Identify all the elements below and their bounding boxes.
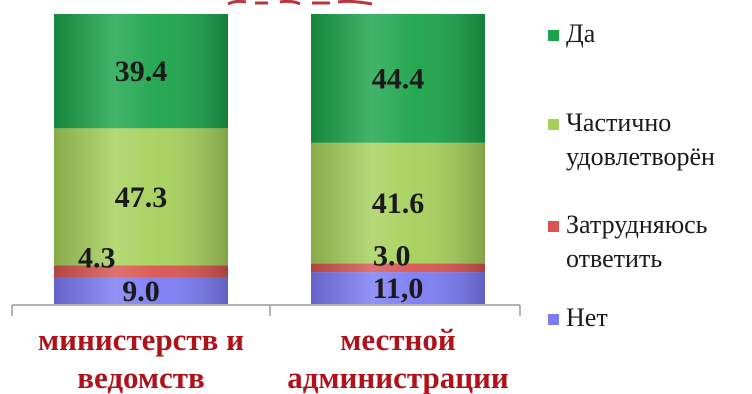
value-label: 9.0 <box>122 275 160 308</box>
legend-label: Да <box>566 19 596 48</box>
legend-label: Частично <box>566 108 671 137</box>
legend-swatch <box>548 314 559 325</box>
bar-segment-shading <box>54 265 228 278</box>
bar-segment-shading <box>54 14 228 129</box>
bar-segment-shading <box>311 272 485 304</box>
value-label: 4.3 <box>78 241 116 274</box>
category-label: министерств и <box>38 322 244 357</box>
bars-layer <box>54 14 485 304</box>
legend-swatch <box>548 221 559 232</box>
cropped-title-fragment <box>227 0 373 6</box>
x-axis <box>11 304 521 316</box>
bar-segment-shading <box>54 277 228 304</box>
bar-segment-shading <box>54 128 228 266</box>
legend-label: Затрудняюсь <box>566 210 708 239</box>
bar-segment-shading <box>311 14 485 143</box>
category-label: ведомств <box>77 360 205 394</box>
category-label: местной <box>340 322 456 357</box>
legend-label: удовлетворён <box>566 142 715 171</box>
value-label: 41.6 <box>372 187 425 220</box>
legend-label: ответить <box>566 244 662 273</box>
legend: Да Частично удовлетворён Затрудняюсь ответит… <box>548 19 715 332</box>
bar-segment-shading <box>311 263 485 273</box>
legend-label: Нет <box>566 303 608 332</box>
value-labels: 9.04.3 47.3 39.4 11,03.0 41.6 44.4 <box>78 55 424 308</box>
legend-swatch <box>548 119 559 130</box>
bar-segment-shading <box>311 142 485 264</box>
value-label: 39.4 <box>115 55 168 88</box>
value-label: 44.4 <box>372 62 425 95</box>
value-label: 3.0 <box>373 239 411 272</box>
value-label: 47.3 <box>115 181 168 214</box>
category-label: администрации <box>287 360 509 394</box>
value-label: 11,0 <box>373 272 424 305</box>
legend-swatch <box>548 30 559 41</box>
